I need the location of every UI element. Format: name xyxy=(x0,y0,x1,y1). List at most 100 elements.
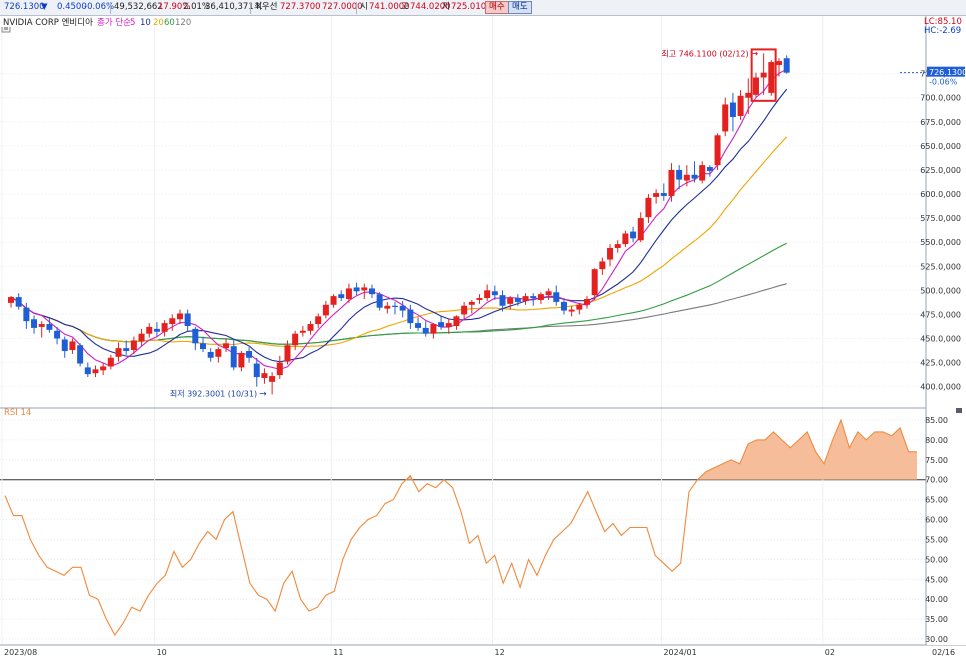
candle-body xyxy=(176,313,183,320)
price-down-arrow-icon: ▼ xyxy=(41,2,48,12)
current-change-label: -0.06% xyxy=(929,78,958,87)
price-tick-label: 700.0,000 xyxy=(920,94,961,103)
x-tick-label: 11 xyxy=(333,648,343,657)
candle-body xyxy=(422,327,429,334)
candle-body xyxy=(445,323,452,327)
low-marker-arrow-icon: → xyxy=(259,389,267,399)
x-tick-label: 12 xyxy=(495,648,505,657)
rsi-line xyxy=(4,418,917,637)
best-bid: 727.0000 xyxy=(322,2,363,12)
stock-chart[interactable]: 400.0,000 425.0,000 450.0,000 475.0,000 500.… xyxy=(0,16,966,662)
rsi-tick-label: 40.00 xyxy=(925,595,948,604)
candle-body xyxy=(491,291,498,296)
candle-body xyxy=(591,269,598,296)
low-marker-label: 최저 392.3001 (10/31) xyxy=(170,388,257,398)
candle-body xyxy=(514,298,521,302)
x-tick-label: 02 xyxy=(825,648,835,657)
legend-background xyxy=(0,16,190,27)
candle-body xyxy=(8,297,14,303)
quote-toolbar: 726.1300 ▼ 0.4500 -0.06% 49,532,662 17.9… xyxy=(0,0,966,16)
candle-body xyxy=(660,193,667,196)
rsi-tick-label: 35.00 xyxy=(925,615,948,624)
price-tick-label: 500.0,000 xyxy=(920,286,961,295)
candle-body xyxy=(499,295,506,306)
candle-body xyxy=(530,296,537,299)
ma5-line xyxy=(10,68,787,370)
candle-body xyxy=(84,367,91,375)
high-marker-arrow-icon: → xyxy=(751,49,759,59)
rsi-label: RSI 14 xyxy=(4,408,31,418)
candle-body xyxy=(115,348,122,357)
volume: 49,532,662 xyxy=(114,2,163,12)
rsi-tick-label: 55.00 xyxy=(925,535,948,544)
candle-body xyxy=(153,328,160,332)
toolbar-divider xyxy=(356,2,357,14)
candle-body xyxy=(46,324,53,330)
low-label: 저 xyxy=(442,2,450,12)
candle-body xyxy=(637,218,644,241)
candle-body xyxy=(745,92,752,98)
open-price: 741.0000 xyxy=(369,2,410,12)
candle-body xyxy=(230,346,237,368)
candle-body xyxy=(768,62,775,93)
candle-body xyxy=(123,348,130,352)
candle-body xyxy=(238,352,245,368)
candle-body xyxy=(215,349,222,357)
candle-body xyxy=(38,324,45,327)
price-tick-label: 625.0,000 xyxy=(920,166,961,175)
candle-body xyxy=(461,305,468,315)
candle-body xyxy=(23,307,30,322)
high-highlight-box xyxy=(750,48,777,102)
rsi-tick-label: 30.00 xyxy=(925,635,948,644)
buy-button[interactable]: 매수 xyxy=(485,1,509,14)
candle-body xyxy=(261,373,268,378)
candle-body xyxy=(752,77,759,95)
candle-body xyxy=(599,261,606,270)
trade-amount: 36,410,371 K xyxy=(205,2,262,12)
rsi-tick-label: 45.00 xyxy=(925,575,948,584)
rsi-tick-label: 75.00 xyxy=(925,456,948,465)
candle-body xyxy=(484,290,491,299)
legend-ma10: 10 xyxy=(140,18,151,28)
candle-body xyxy=(392,305,398,307)
price-tick-label: 650.0,000 xyxy=(920,142,961,151)
x-axis: 2023/08 10 11 12 2024/01 02 02/16 xyxy=(4,648,955,657)
candlestick-layer xyxy=(8,53,790,395)
candle-body xyxy=(299,330,306,333)
candle-body xyxy=(161,323,168,332)
volume-ratio: 17.90% xyxy=(158,2,191,12)
price-tick-label: 525.0,000 xyxy=(920,262,961,271)
candle-body xyxy=(645,197,652,218)
candle-body xyxy=(368,288,375,295)
sell-button[interactable]: 매도 xyxy=(508,1,532,14)
candle-body xyxy=(345,288,352,300)
ma10-line xyxy=(10,88,788,363)
current-price-box xyxy=(927,66,965,77)
candle-body xyxy=(737,95,744,117)
legend-ma20: 20 xyxy=(153,18,164,28)
candle-body xyxy=(207,351,214,358)
y-axis-background xyxy=(927,16,966,645)
legend-ma5: 5 xyxy=(130,18,135,28)
candle-body xyxy=(338,294,345,299)
candle-body xyxy=(576,304,583,310)
candle-body xyxy=(568,309,575,312)
candle-body xyxy=(77,345,84,364)
panel-handle-icon[interactable] xyxy=(956,408,962,413)
price-tick-label: 450.0,000 xyxy=(920,335,961,344)
candle-body xyxy=(130,340,137,351)
candle-body xyxy=(15,297,22,307)
price-change: 0.4500 xyxy=(57,2,87,12)
legend-ma120: 120 xyxy=(175,18,191,28)
x-tick-label: 2024/01 xyxy=(663,648,696,657)
hc-indicator: HC:-2.69 xyxy=(924,26,961,36)
legend-ma60: 60 xyxy=(164,18,175,28)
candle-body xyxy=(537,294,544,300)
candle-body xyxy=(622,233,629,245)
best-ask: 727.3700 xyxy=(280,2,321,12)
candle-body xyxy=(614,244,621,248)
price-tick-label: 425.0,000 xyxy=(920,359,961,368)
price-tick-label: 475.0,000 xyxy=(920,310,961,319)
price-change-pct: -0.06% xyxy=(84,2,115,12)
x-tick-label: 10 xyxy=(157,648,167,657)
